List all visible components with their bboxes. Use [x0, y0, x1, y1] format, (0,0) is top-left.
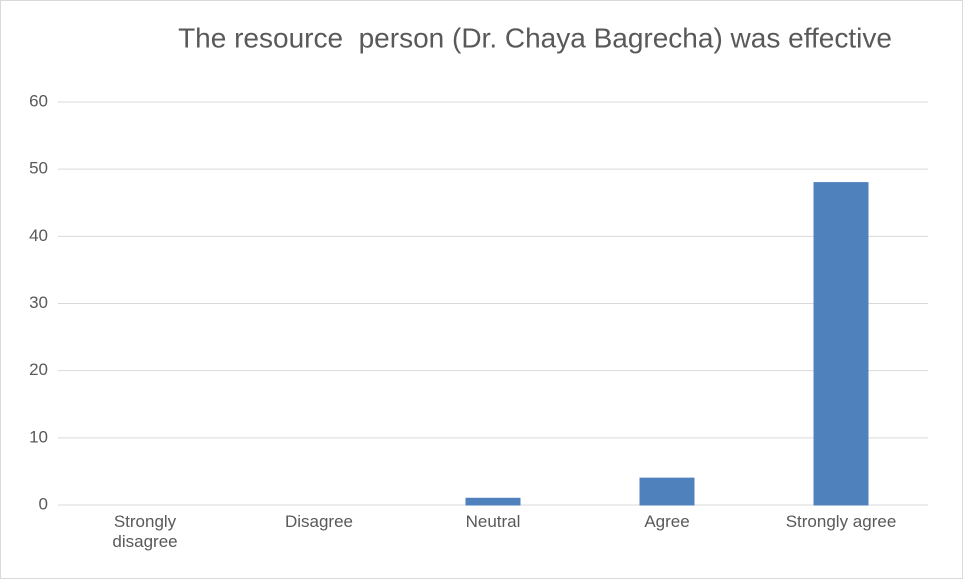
bar [465, 497, 521, 506]
x-tick-label: Agree [644, 512, 690, 531]
x-tick-label: Strongly disagree [112, 512, 178, 551]
x-tick-label: Disagree [284, 512, 354, 531]
y-tick-label: 40 [29, 226, 48, 245]
bar [813, 182, 869, 506]
y-tick-label: 10 [29, 427, 48, 446]
bar [639, 477, 695, 506]
y-tick-label: 50 [29, 159, 48, 178]
x-tick-label: Neutral [465, 512, 521, 531]
y-tick-label: 0 [39, 494, 48, 513]
y-tick-label: 60 [29, 91, 48, 110]
y-tick-label: 30 [29, 293, 48, 312]
y-tick-label: 20 [29, 360, 48, 379]
x-tick-label: Strongly agree [785, 512, 897, 531]
chart-title: The resource person (Dr. Chaya Bagrecha)… [178, 22, 892, 53]
